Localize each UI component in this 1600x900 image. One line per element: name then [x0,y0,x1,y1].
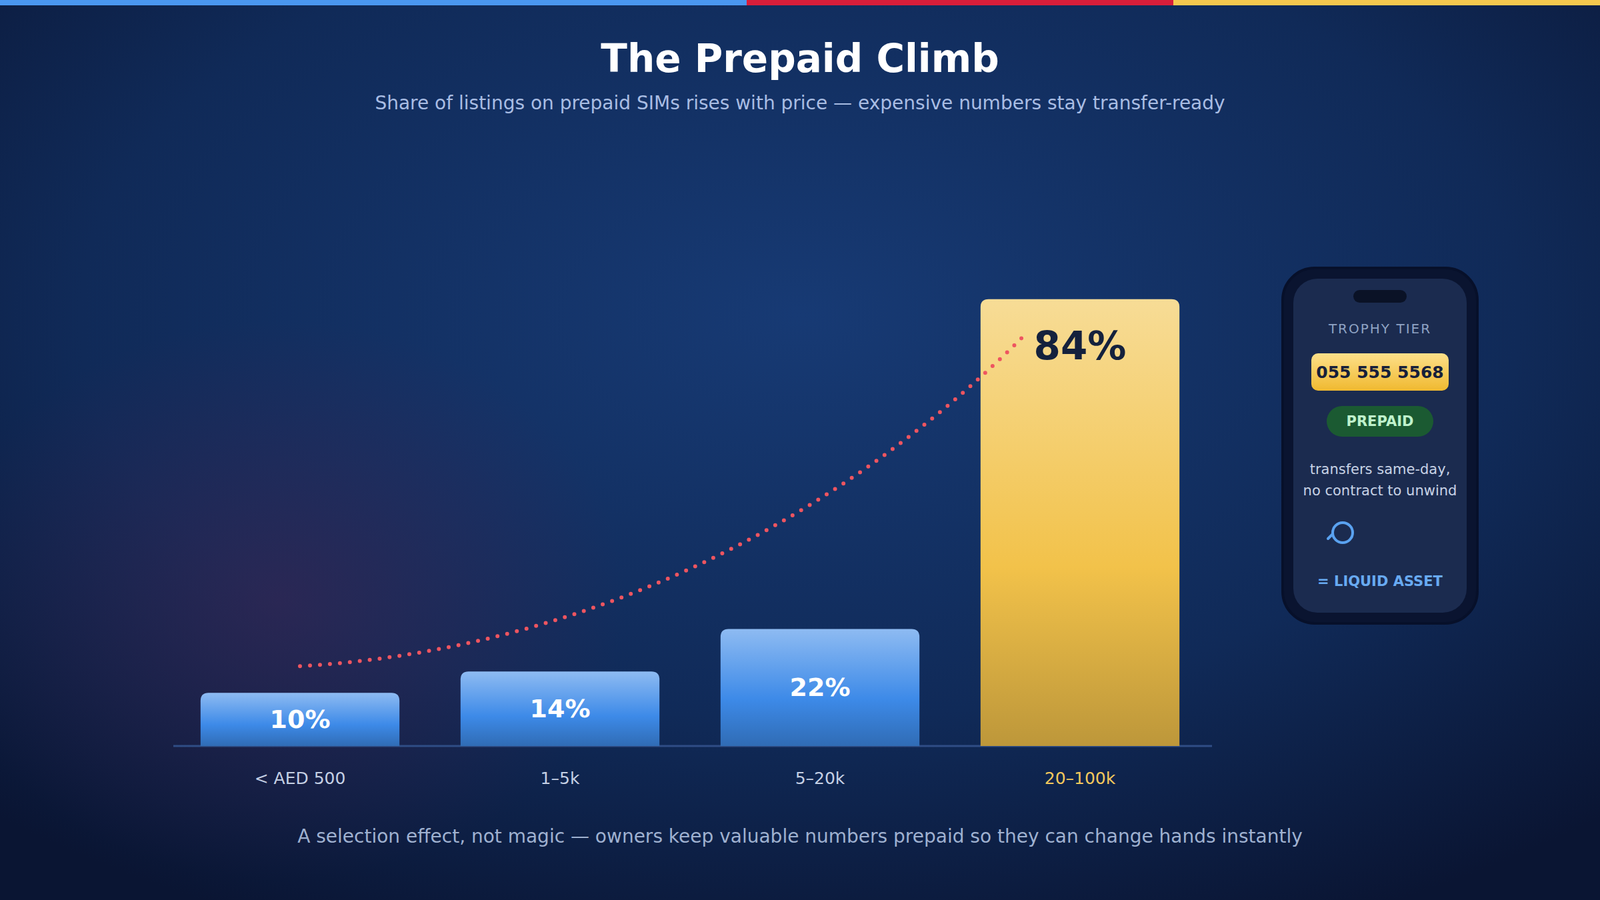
top-stripe [746,0,1174,6]
card-badge: PREPAID [1346,413,1414,430]
trend-curve [300,335,1025,667]
bar [460,671,660,746]
bar [980,299,1180,746]
x-tick-label: 1–5k [540,768,580,788]
card-icon [1328,534,1333,539]
number-pill [1311,353,1449,391]
phone-card: TROPHY TIER 055 555 5568 PREPAID transfers … [1282,268,1478,624]
top-stripe [0,0,747,6]
phone-body [1282,268,1478,624]
bar [720,628,920,746]
title: The Prepaid Climb [600,36,999,82]
subtitle: Share of listings on prepaid SIMs rises … [374,92,1225,114]
x-tick-label: < AED 500 [254,768,346,788]
data-label: 22% [790,672,851,702]
top-stripe [1173,0,1600,6]
chart-canvas: The Prepaid Climb Share of listings on pr… [0,0,1600,900]
card-icon [1332,522,1353,543]
card-result: = LIQUID ASSET [1317,573,1443,590]
bar [200,692,400,746]
x-tick-label: 5–20k [795,768,846,788]
card-number: 055 555 5568 [1316,362,1444,382]
footnote: A selection effect, not magic — owners k… [297,825,1303,848]
x-tick-label: 20–100k [1044,768,1116,788]
card-line: no contract to unwind [1303,482,1458,499]
data-label: 14% [530,694,591,724]
labels: 10% < AED 500 14% 1–5k 22% 5–20k 84% 20–100k [254,323,1127,788]
data-label: 84% [1034,323,1127,369]
phone-screen [1293,278,1467,613]
background-glow [0,320,627,880]
data-label: 10% [270,704,331,734]
card-heading: TROPHY TIER [1328,320,1432,337]
phone-notch [1353,290,1407,303]
badge-pill [1326,406,1434,437]
card-line: transfers same-day, [1310,461,1451,478]
bars [200,299,1180,746]
